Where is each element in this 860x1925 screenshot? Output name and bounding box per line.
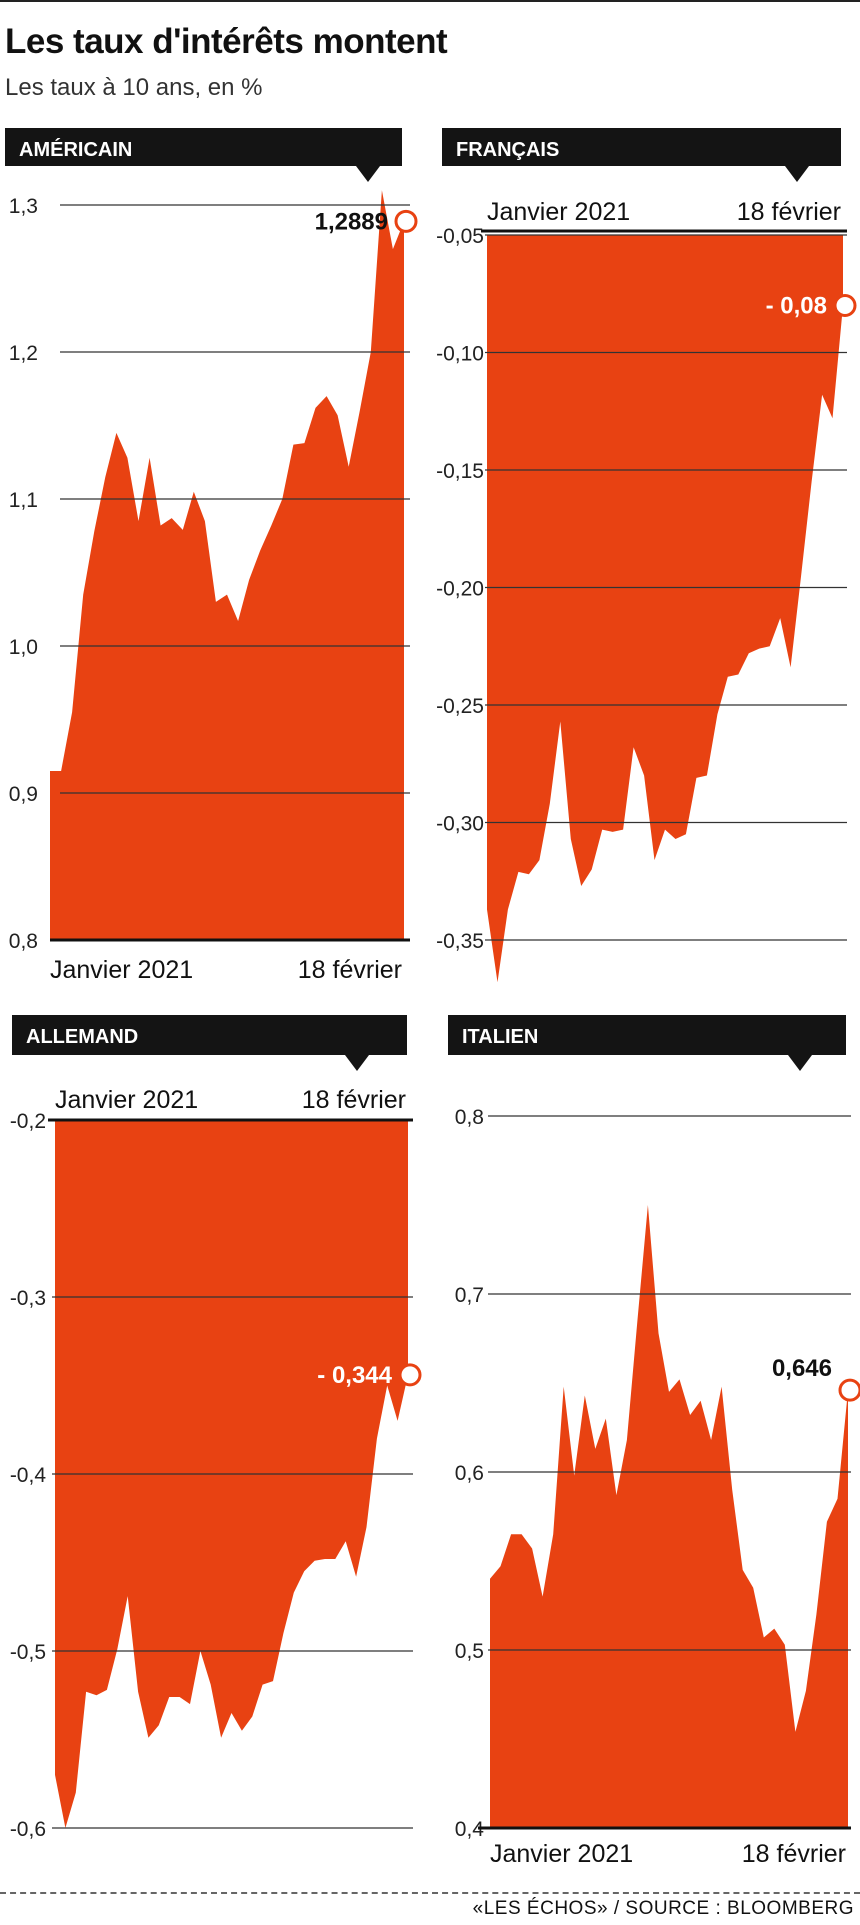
top-rule <box>0 0 860 2</box>
y-tick-label-fr: -0,35 <box>436 930 484 953</box>
y-tick-label-de: -0,3 <box>10 1287 46 1310</box>
y-tick-label-fr: -0,30 <box>436 813 484 836</box>
y-tick-label-fr: -0,20 <box>436 578 484 601</box>
bottom-rule <box>0 1892 860 1894</box>
x-end-label-it: 18 février <box>742 1840 846 1868</box>
y-tick-label-it: 0,5 <box>455 1640 484 1663</box>
panel-label-fr: FRANÇAIS <box>456 139 559 161</box>
y-tick-label-fr: -0,15 <box>436 460 484 483</box>
panel-label-it: ITALIEN <box>462 1026 538 1048</box>
y-tick-label-it: 0,4 <box>455 1818 485 1841</box>
panel-label-de: ALLEMAND <box>26 1026 138 1048</box>
y-tick-label-us: 1,2 <box>9 342 38 365</box>
panel-header-de <box>12 1015 407 1055</box>
last-value-label-it: 0,646 <box>772 1355 832 1382</box>
panel-pointer-de <box>345 1055 369 1071</box>
chart-title: Les taux d'intérêts montent <box>5 22 448 61</box>
panel-header-it <box>448 1015 846 1055</box>
x-end-label-de: 18 février <box>302 1086 406 1114</box>
y-tick-label-it: 0,7 <box>455 1284 484 1307</box>
last-value-label-de: - 0,344 <box>317 1362 392 1389</box>
y-tick-label-it: 0,6 <box>455 1462 484 1485</box>
panel-header-fr <box>442 128 841 166</box>
x-start-label-de: Janvier 2021 <box>55 1086 198 1114</box>
x-start-label-fr: Janvier 2021 <box>487 198 630 226</box>
area-series-us <box>50 190 404 941</box>
y-tick-label-us: 1,3 <box>9 195 38 218</box>
y-tick-label-us: 0,8 <box>9 930 38 953</box>
y-tick-label-it: 0,8 <box>455 1106 484 1129</box>
area-series-it <box>490 1205 848 1828</box>
y-tick-label-de: -0,6 <box>10 1818 46 1841</box>
last-value-marker-de <box>398 1363 422 1387</box>
y-tick-label-fr: -0,10 <box>436 343 484 366</box>
x-end-label-fr: 18 février <box>737 198 841 226</box>
y-tick-label-de: -0,4 <box>10 1464 47 1487</box>
chart-subtitle: Les taux à 10 ans, en % <box>5 74 263 101</box>
x-start-label-us: Janvier 2021 <box>50 956 193 984</box>
last-value-marker-fr <box>833 294 857 317</box>
last-value-marker-us <box>394 209 418 233</box>
y-tick-label-de: -0,2 <box>10 1110 46 1133</box>
y-tick-label-us: 1,1 <box>9 489 38 512</box>
last-value-marker-it <box>838 1378 860 1402</box>
area-series-fr <box>487 235 843 983</box>
source-credit: «LES ÉCHOS» / SOURCE : BLOOMBERG <box>472 1898 854 1919</box>
panel-pointer-it <box>788 1055 812 1071</box>
x-start-label-it: Janvier 2021 <box>490 1840 633 1868</box>
y-tick-label-de: -0,5 <box>10 1641 46 1664</box>
y-tick-label-fr: -0,25 <box>436 695 484 718</box>
y-tick-label-us: 0,9 <box>9 783 38 806</box>
y-tick-label-us: 1,0 <box>9 636 38 659</box>
panel-pointer-fr <box>785 166 809 182</box>
y-tick-label-fr: -0,05 <box>436 225 484 248</box>
last-value-label-us: 1,2889 <box>315 208 388 235</box>
x-end-label-us: 18 février <box>298 956 402 984</box>
panel-pointer-us <box>356 166 380 182</box>
last-value-label-fr: - 0,08 <box>766 293 827 320</box>
panel-label-us: AMÉRICAIN <box>19 138 132 161</box>
panel-header-us <box>5 128 402 166</box>
